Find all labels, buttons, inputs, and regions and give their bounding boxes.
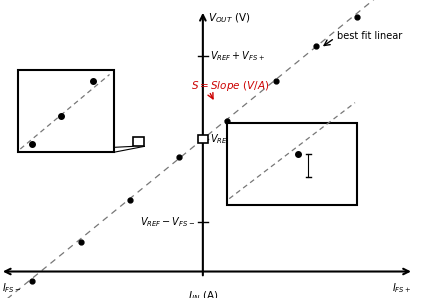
Text: $V_{NL}$: $V_{NL}$ <box>34 108 53 122</box>
Text: $V_{OUT,\ 0A}$: $V_{OUT,\ 0A}$ <box>231 140 266 152</box>
Text: $V_{OE}$: $V_{OE}$ <box>322 158 345 173</box>
Text: $V_{REF} - V_{FS-}$: $V_{REF} - V_{FS-}$ <box>141 215 196 229</box>
Text: $I_{FS-}$: $I_{FS-}$ <box>2 281 21 295</box>
Text: best fit linear: best fit linear <box>337 31 402 41</box>
Text: $V_{REF}$: $V_{REF}$ <box>300 182 322 196</box>
Text: $I_{FS+}$: $I_{FS+}$ <box>392 281 412 295</box>
Text: $I_{IN}$ (A): $I_{IN}$ (A) <box>187 290 218 298</box>
Text: $S = Slope\ (V/A)$: $S = Slope\ (V/A)$ <box>191 79 269 93</box>
Bar <box>18 69 114 152</box>
Bar <box>227 122 357 205</box>
Bar <box>133 137 144 146</box>
Text: $V_{REF}$: $V_{REF}$ <box>210 132 232 146</box>
Text: $V_{OUT}$ (V): $V_{OUT}$ (V) <box>208 12 250 25</box>
Text: $V_{REF} + V_{FS+}$: $V_{REF} + V_{FS+}$ <box>210 49 265 63</box>
Bar <box>198 135 207 143</box>
